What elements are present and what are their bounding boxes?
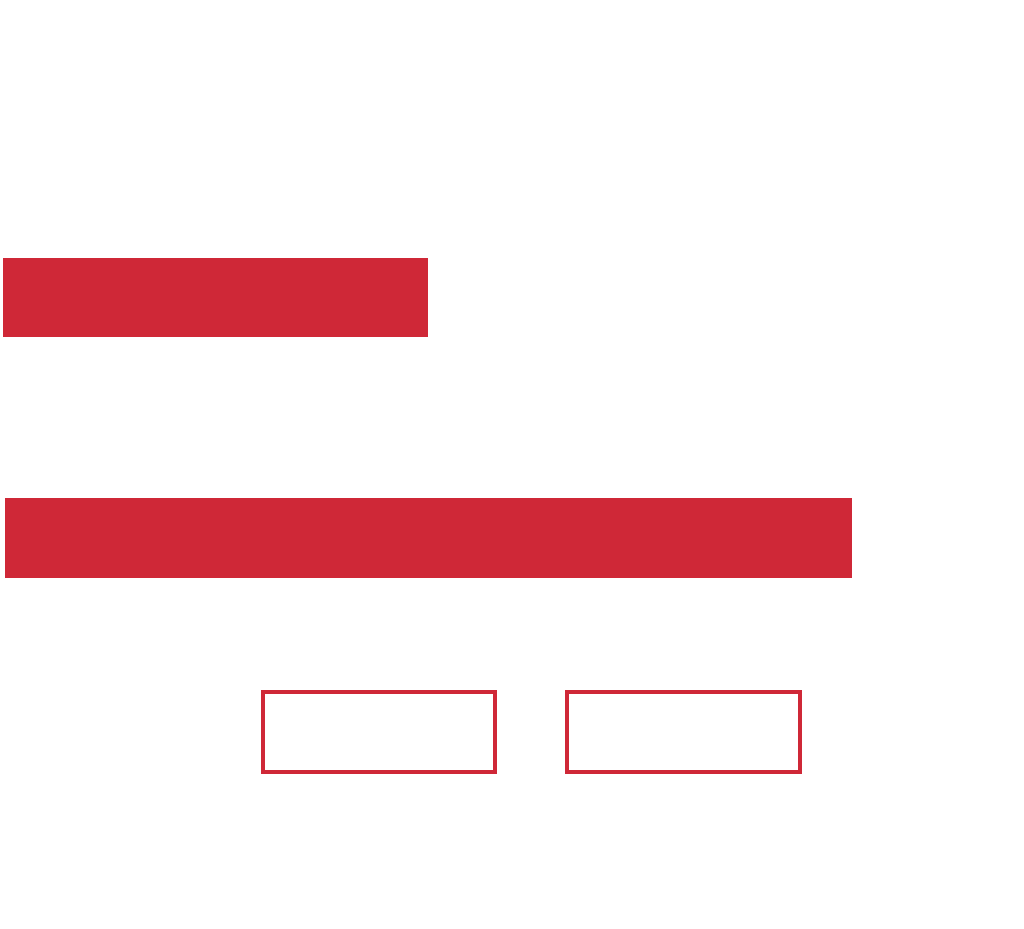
placeholder-bar-short bbox=[3, 258, 428, 337]
outlined-box-right bbox=[565, 690, 802, 774]
placeholder-bar-long bbox=[5, 498, 852, 578]
outlined-box-left bbox=[261, 690, 497, 774]
